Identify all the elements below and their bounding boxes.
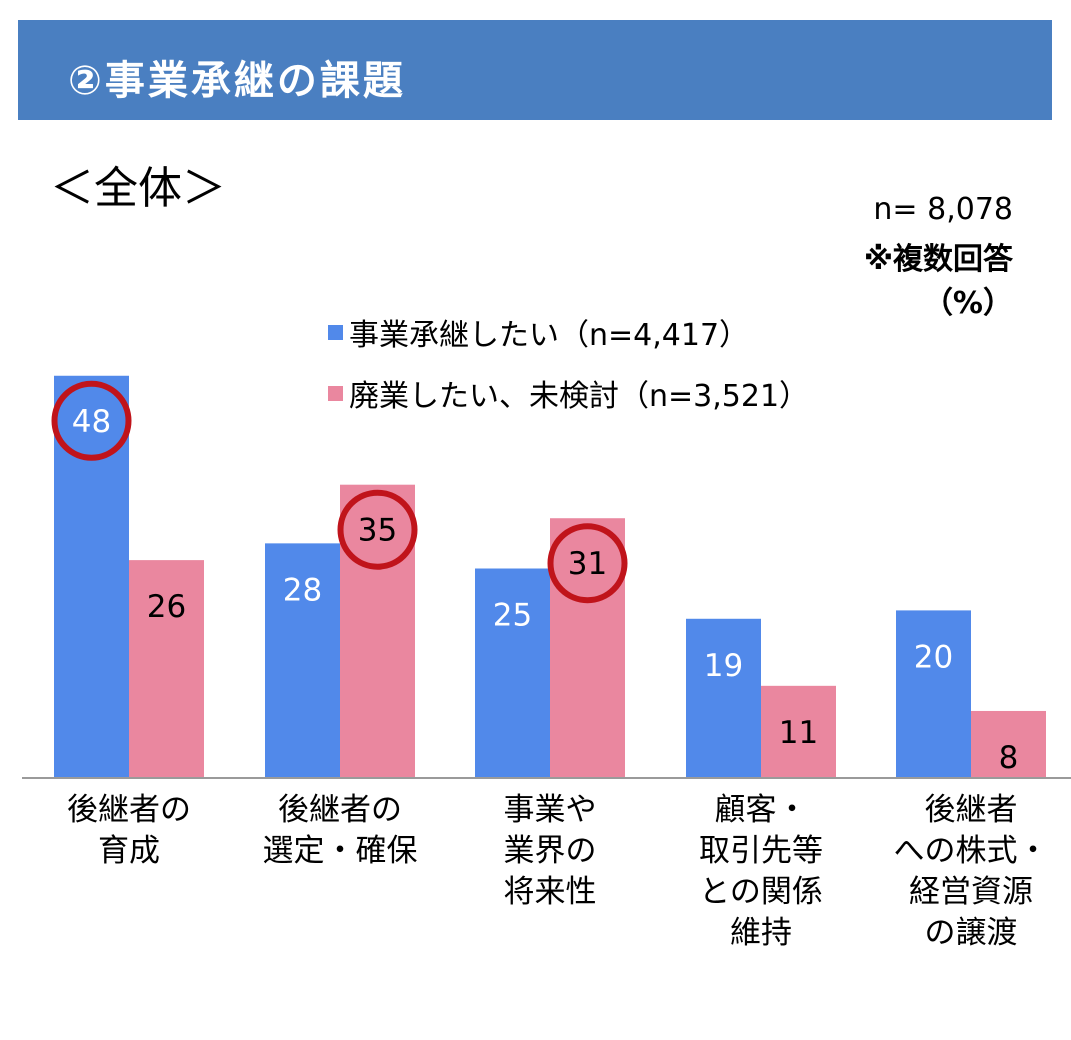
- sample-size-note: n= 8,078: [873, 192, 1013, 227]
- bar-series1-cat4: [686, 618, 761, 778]
- bar-series1-cat2: [265, 543, 340, 778]
- highlight-circle-series1-cat1: [51, 380, 132, 461]
- legend-item-series2: 廃業したい、未検討（n=3,521）: [328, 371, 809, 415]
- bar-series2-cat5: [971, 710, 1046, 778]
- bar-series1-cat5: [896, 610, 971, 778]
- x-tick-label-2: 後継者の 選定・確保: [262, 792, 418, 869]
- chart-subtitle: ＜全体＞: [50, 163, 226, 214]
- data-label-series1-cat2: 28: [283, 572, 322, 608]
- data-label-series2-cat4: 11: [779, 715, 818, 751]
- page-title: ②事業承継の課題: [68, 58, 406, 104]
- data-label-series2-cat3: 31: [568, 546, 607, 582]
- bar-series1-cat1: [54, 375, 129, 778]
- x-tick-label-5: 後継者 への株式・ 経営資源 の譲渡: [893, 792, 1049, 951]
- data-label-series1-cat1: 48: [72, 404, 111, 440]
- multiple-answer-note: ※複数回答: [863, 242, 1013, 277]
- bar-series2-cat2: [340, 484, 415, 778]
- title-banner: [18, 20, 1052, 120]
- legend-swatch-series2: [328, 385, 343, 401]
- data-label-series2-cat5: 8: [999, 740, 1019, 776]
- data-label-series1-cat4: 19: [704, 648, 743, 684]
- data-label-series2-cat2: 35: [358, 513, 397, 549]
- x-tick-label-3: 事業や 業界の 将来性: [503, 792, 597, 910]
- legend-swatch-series1: [328, 324, 343, 340]
- legend-label-series2: 廃業したい、未検討（n=3,521）: [349, 379, 810, 414]
- data-label-series1-cat3: 25: [493, 598, 532, 634]
- x-tick-label-1: 後継者の 育成: [67, 792, 191, 869]
- x-tick-label-4: 顧客・ 取引先等 との関係 維持: [699, 792, 823, 951]
- bar-series2-cat1: [129, 560, 204, 778]
- bar-series2-cat4: [761, 685, 836, 778]
- highlight-circle-series2-cat3: [547, 523, 628, 604]
- legend-label-series1: 事業承継したい（n=4,417）: [349, 318, 750, 353]
- data-label-series1-cat5: 20: [914, 639, 953, 675]
- highlight-circle-series2-cat2: [337, 489, 418, 570]
- bar-series1-cat3: [475, 568, 550, 778]
- bar-series2-cat3: [550, 518, 625, 778]
- data-label-series2-cat1: 26: [147, 589, 186, 625]
- legend-item-series1: 事業承継したい（n=4,417）: [328, 310, 749, 354]
- unit-note: （%）: [922, 286, 1013, 321]
